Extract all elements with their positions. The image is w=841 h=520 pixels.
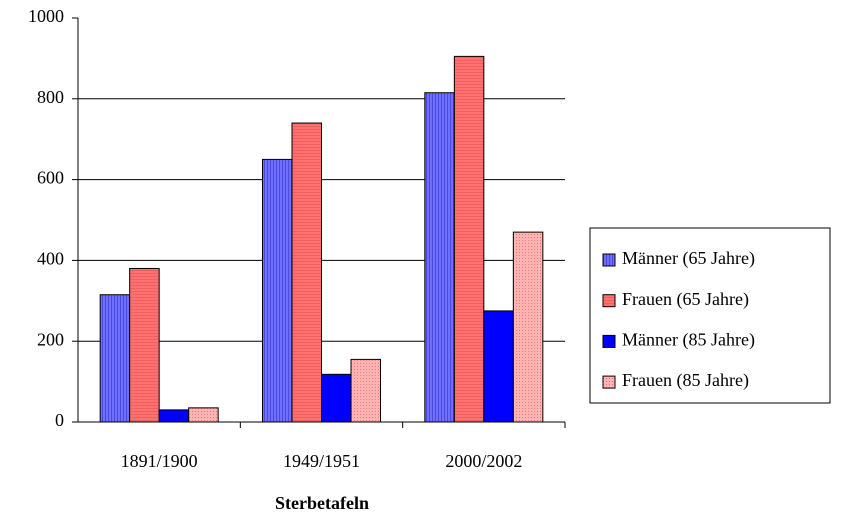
bar xyxy=(262,158,293,423)
bar xyxy=(321,373,352,423)
bar xyxy=(350,358,381,423)
legend-swatch xyxy=(602,253,616,267)
y-tick-label: 0 xyxy=(55,410,64,430)
y-tick-label: 400 xyxy=(37,249,64,269)
bar xyxy=(424,92,455,423)
legend-label: Männer (65 Jahre) xyxy=(622,248,755,269)
legend-box xyxy=(589,227,831,404)
bar xyxy=(453,55,485,423)
y-tick-label: 800 xyxy=(37,87,64,107)
legend-swatch xyxy=(602,375,616,389)
y-tick-label: 200 xyxy=(37,329,64,349)
legend-swatch xyxy=(602,294,616,308)
legend-label: Männer (85 Jahre) xyxy=(622,330,755,351)
x-tick-label: 1949/1951 xyxy=(283,451,360,471)
legend-swatch xyxy=(602,334,616,348)
y-tick-label: 600 xyxy=(37,168,64,188)
bar xyxy=(158,409,190,423)
legend-label: Frauen (85 Jahre) xyxy=(622,370,749,391)
bar xyxy=(512,231,544,423)
legend-label: Frauen (65 Jahre) xyxy=(622,289,749,310)
x-tick-label: 1891/1900 xyxy=(121,451,198,471)
x-tick-label: 2000/2002 xyxy=(445,451,522,471)
bar xyxy=(129,267,160,423)
y-tick-label: 1000 xyxy=(28,6,64,26)
x-axis-title: Sterbetafeln xyxy=(275,493,369,513)
bar xyxy=(483,310,514,423)
bar xyxy=(99,294,131,423)
bar xyxy=(188,407,219,423)
bar xyxy=(291,122,322,423)
